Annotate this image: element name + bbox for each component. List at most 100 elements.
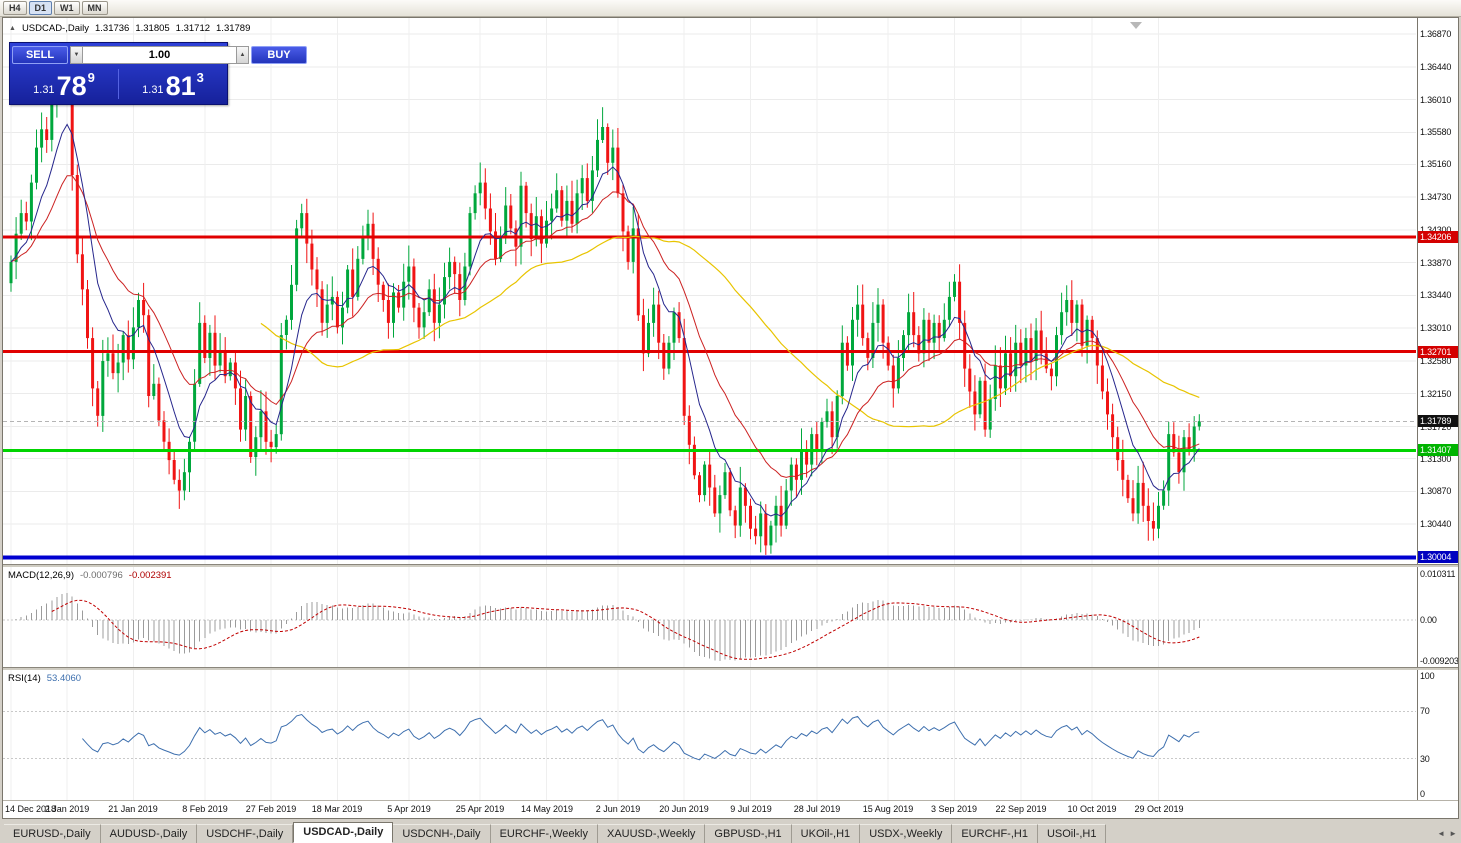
date-label: 15 Aug 2019 <box>862 804 914 814</box>
rsi-name: RSI(14) <box>8 673 41 684</box>
chart-window: 1.36870 1.36440 1.36010 1.35580 1.35160 1.347… <box>2 17 1459 819</box>
buy-price-display[interactable]: 1.31 81 3 <box>119 65 227 103</box>
rsi-grid <box>3 670 1416 800</box>
price-tick: 1.33010 <box>1420 323 1452 333</box>
price-tick: 1.34730 <box>1420 192 1452 202</box>
date-label: 10 Oct 2019 <box>1067 804 1117 814</box>
chart-tab-xauusd-weekly[interactable]: XAUUSD-,Weekly <box>597 824 706 843</box>
chart-tab-usoil-h1[interactable]: USOil-,H1 <box>1037 824 1107 843</box>
buy-button[interactable]: BUY <box>251 46 307 64</box>
volume-control: ▼ ▲ <box>70 46 249 64</box>
date-label: 2 Jan 2019 <box>44 804 90 814</box>
price-tick: 1.33440 <box>1420 290 1452 300</box>
timeframe-button-w1[interactable]: W1 <box>54 1 80 15</box>
price-tick: 1.33870 <box>1420 258 1452 268</box>
price-axis[interactable]: 1.36870 1.36440 1.36010 1.35580 1.35160 1.347… <box>1417 18 1458 564</box>
macd-canvas[interactable] <box>3 567 1416 667</box>
sell-price-pips: 78 <box>56 71 87 101</box>
date-label: 14 Dec 2018 <box>5 804 57 814</box>
price-tick: 1.34300 <box>1420 225 1452 235</box>
price-tick: 1.31300 <box>1420 454 1452 464</box>
rsi-line <box>82 713 1200 761</box>
macd-name: MACD(12,26,9) <box>8 570 74 581</box>
rsi-tick: 100 <box>1420 671 1435 681</box>
price-level-label: 1.32701 <box>1418 346 1458 358</box>
macd-axis[interactable]: 0.010311 0.00 -0.009203 <box>1417 567 1458 667</box>
chart-tab-ukoil-h1[interactable]: UKOil-,H1 <box>791 824 861 843</box>
sell-button[interactable]: SELL <box>12 46 68 64</box>
rsi-canvas[interactable] <box>3 670 1416 800</box>
date-label: 25 Apr 2019 <box>455 804 505 814</box>
buy-price-base: 1.31 <box>142 84 164 96</box>
chart-tab-gbpusd-h1[interactable]: GBPUSD-,H1 <box>705 824 792 843</box>
date-label: 2 Jun 2019 <box>595 804 641 814</box>
buy-price-point: 3 <box>196 70 204 85</box>
timeframe-button-mn[interactable]: MN <box>81 1 108 15</box>
chart-symbol-period: USDCAD-,Daily <box>21 23 89 34</box>
chart-tab-usdcad-daily[interactable]: USDCAD-,Daily <box>293 822 394 843</box>
chart-tab-bar: EURUSD-,Daily AUDUSD-,Daily USDCHF-,Daily U… <box>0 819 1461 843</box>
ohlc-close: 1.31789 <box>216 23 251 34</box>
symbol-marker-icon: ▲ <box>9 25 16 32</box>
date-label: 14 May 2019 <box>520 804 574 814</box>
chart-tab-eurchf-weekly[interactable]: EURCHF-,Weekly <box>490 824 598 843</box>
timeframe-button-h4[interactable]: H4 <box>3 1 27 15</box>
price-tick: 1.30440 <box>1420 519 1452 529</box>
chart-tab-audusd-daily[interactable]: AUDUSD-,Daily <box>100 824 198 843</box>
buy-price-pips: 81 <box>165 71 196 101</box>
date-label: 8 Feb 2019 <box>182 804 228 814</box>
chart-tab-eurchf-h1[interactable]: EURCHF-,H1 <box>952 824 1038 843</box>
price-level-label: 1.30004 <box>1418 551 1458 563</box>
rsi-label: RSI(14) 53.4060 <box>8 673 81 684</box>
price-level-label: 1.31407 <box>1418 444 1458 456</box>
price-tick: 1.30870 <box>1420 486 1452 496</box>
tab-scroll-right-icon[interactable]: ► <box>1449 829 1457 838</box>
macd-value: -0.000796 <box>80 570 123 581</box>
rsi-tick: 0 <box>1420 789 1425 799</box>
macd-signal-value: -0.002391 <box>128 570 172 581</box>
macd-tick: 0.010311 <box>1420 569 1456 579</box>
price-tick: 1.35580 <box>1420 127 1452 137</box>
volume-increase-button[interactable]: ▲ <box>236 46 249 64</box>
volume-decrease-button[interactable]: ▼ <box>70 46 83 64</box>
sell-price-display[interactable]: 1.31 78 9 <box>10 65 118 103</box>
date-label: 28 Jul 2019 <box>793 804 841 814</box>
rsi-value: 53.4060 <box>46 673 82 684</box>
tab-scroll-left-icon[interactable]: ◄ <box>1437 829 1446 838</box>
date-label: 20 Jun 2019 <box>659 804 709 814</box>
chart-tab-usdcnh-daily[interactable]: USDCNH-,Daily <box>393 824 491 843</box>
pane-splitter-macd[interactable] <box>3 564 1458 567</box>
timeframe-button-d1[interactable]: D1 <box>28 1 53 15</box>
price-level-label: 1.34206 <box>1418 231 1458 243</box>
level-lines[interactable] <box>3 235 1416 560</box>
price-tick: 1.32580 <box>1420 356 1452 366</box>
chart-tab-eurusd-daily[interactable]: EURUSD-,Daily <box>4 824 101 843</box>
price-tick: 1.32150 <box>1420 389 1452 399</box>
volume-input[interactable] <box>83 46 236 64</box>
macd-tick: -0.009203 <box>1420 656 1458 666</box>
price-tick: 1.31720 <box>1420 422 1452 432</box>
ohlc-low: 1.31712 <box>175 23 211 34</box>
date-label: 5 Apr 2019 <box>387 804 431 814</box>
date-label: 27 Feb 2019 <box>245 804 297 814</box>
candlestick-chart-canvas[interactable] <box>3 18 1416 564</box>
chart-title-bar: ▲ USDCAD-,Daily 1.31736 1.31805 1.31712 … <box>9 23 250 34</box>
time-axis[interactable]: 14 Dec 2018 2 Jan 2019 21 Jan 2019 8 Feb 20… <box>3 800 1458 818</box>
sell-price-point: 9 <box>87 70 95 85</box>
rsi-axis[interactable]: 100 70 30 0 <box>1417 670 1458 800</box>
chart-shift-marker-icon[interactable] <box>1130 22 1142 29</box>
macd-histogram <box>15 592 1200 661</box>
tab-strip: EURUSD-,Daily AUDUSD-,Daily USDCHF-,Daily U… <box>4 821 1107 843</box>
tab-scroll-arrows: ◄ ► <box>1437 829 1457 838</box>
macd-grid <box>3 567 1416 667</box>
date-label: 3 Sep 2019 <box>930 804 978 814</box>
chart-tab-usdchf-daily[interactable]: USDCHF-,Daily <box>197 824 294 843</box>
sell-price-base: 1.31 <box>33 84 55 96</box>
chart-tab-usdx-weekly[interactable]: USDX-,Weekly <box>860 824 953 843</box>
pane-splitter-rsi[interactable] <box>3 667 1458 670</box>
date-label: 22 Sep 2019 <box>995 804 1047 814</box>
rsi-tick: 30 <box>1420 754 1430 764</box>
price-tick: 1.35160 <box>1420 159 1452 169</box>
